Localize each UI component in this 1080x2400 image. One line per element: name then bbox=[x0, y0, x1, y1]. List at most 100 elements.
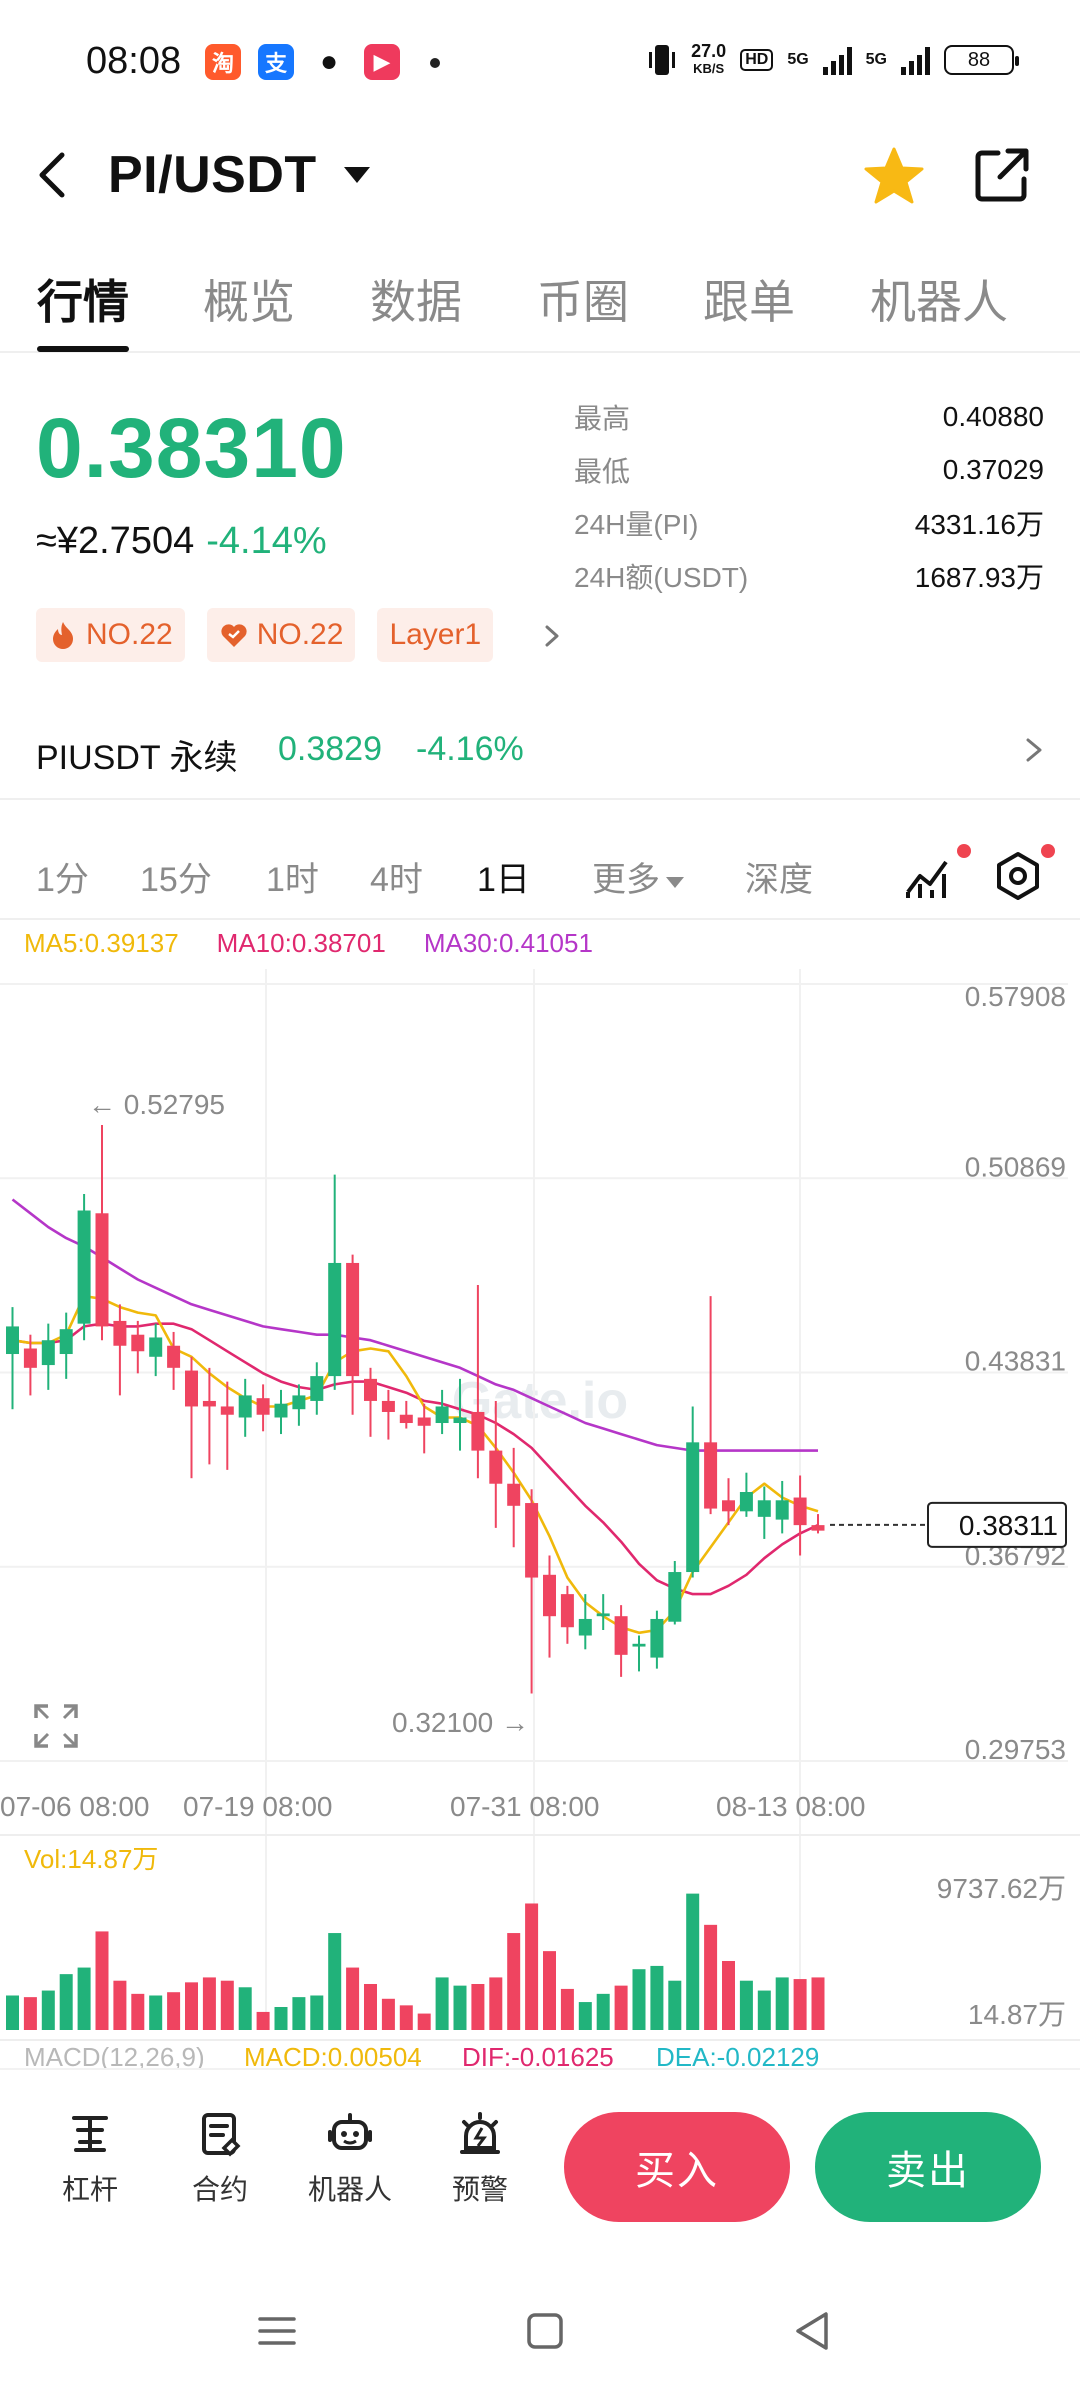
home-square-icon[interactable] bbox=[520, 2306, 570, 2356]
share-icon[interactable] bbox=[970, 143, 1034, 207]
pair-title[interactable]: PI/USDT bbox=[108, 146, 317, 204]
volume-bar bbox=[238, 1987, 252, 2030]
tag-list: NO.22 NO.22 Layer1 bbox=[36, 608, 494, 662]
page-header: PI/USDT bbox=[0, 125, 1080, 225]
tab-data[interactable]: 数据 bbox=[370, 276, 462, 328]
candle-body bbox=[149, 1337, 163, 1357]
back-triangle-icon[interactable] bbox=[788, 2306, 838, 2356]
candle-body bbox=[167, 1345, 181, 1368]
alarm-button[interactable]: 预警 bbox=[430, 2110, 530, 2208]
timeframe-15m[interactable]: 15分 bbox=[140, 861, 212, 899]
signal-icon bbox=[822, 45, 852, 75]
volume-bar bbox=[811, 1977, 825, 2030]
volume-bar bbox=[650, 1965, 664, 2030]
status-time: 08:08 bbox=[86, 40, 182, 82]
candle-body bbox=[739, 1492, 753, 1512]
volume-axis-top: 9737.62万 bbox=[937, 1873, 1066, 1904]
indicator-icon[interactable] bbox=[900, 848, 956, 904]
volume-bar bbox=[560, 1988, 574, 2030]
tab-circle[interactable]: 币圈 bbox=[537, 276, 629, 328]
candle-body bbox=[489, 1450, 503, 1484]
candle-body bbox=[435, 1406, 449, 1424]
perpetual-row[interactable]: PIUSDT 永续 0.3829 -4.16% bbox=[0, 700, 1080, 800]
candle-body bbox=[185, 1370, 198, 1407]
volume-bar bbox=[453, 1985, 467, 2030]
chevron-right-icon[interactable] bbox=[540, 622, 564, 650]
perpetual-name: PIUSDT 永续 bbox=[36, 739, 238, 777]
caret-down-icon[interactable] bbox=[344, 167, 370, 183]
price-cny-line: ≈¥2.7504 -4.14% bbox=[36, 520, 327, 563]
tab-bots[interactable]: 机器人 bbox=[870, 276, 1008, 328]
candle-body bbox=[704, 1442, 718, 1509]
candle-body bbox=[578, 1618, 592, 1636]
candle-body bbox=[543, 1574, 556, 1617]
volume-axis-bottom: 14.87万 bbox=[968, 1999, 1066, 2030]
depth-tab[interactable]: 深度 bbox=[745, 861, 813, 899]
status-bar: 08:08 淘 支 ● ▶ 27.0 KB/S HD 5G 5G 88 bbox=[0, 0, 1080, 125]
volume-bar bbox=[202, 1977, 216, 2030]
menu-icon[interactable] bbox=[252, 2306, 302, 2356]
perpetual-price: 0.3829 bbox=[278, 730, 382, 768]
dea-value: DEA:-0.02129 bbox=[656, 2042, 819, 2068]
candle-body bbox=[328, 1262, 342, 1377]
timeframe-more[interactable]: 更多 bbox=[592, 852, 684, 901]
tab-overview[interactable]: 概览 bbox=[203, 276, 295, 328]
stat-low: 最低 0.37029 bbox=[574, 453, 1044, 487]
price-cny: ≈¥2.7504 bbox=[36, 520, 195, 562]
timeframe-1d[interactable]: 1日 bbox=[477, 861, 530, 899]
timeframe-4h[interactable]: 4时 bbox=[370, 861, 423, 899]
tag-layer1[interactable]: Layer1 bbox=[377, 608, 494, 662]
candle-body bbox=[95, 1213, 109, 1327]
volume-bar bbox=[95, 1931, 109, 2030]
candle-body bbox=[632, 1643, 646, 1647]
leverage-button[interactable]: 杠杆 bbox=[40, 2110, 140, 2208]
candle-body bbox=[41, 1340, 55, 1366]
timeframe-1h[interactable]: 1时 bbox=[266, 861, 319, 899]
tab-bar: 行情 概览 数据 币圈 跟单 机器人 bbox=[0, 258, 1080, 353]
candle-body bbox=[220, 1406, 234, 1415]
ma5-line bbox=[12, 1294, 819, 1635]
candle-body bbox=[364, 1378, 377, 1401]
y-tick-label: 0.29753 bbox=[965, 1734, 1066, 1765]
robot-icon bbox=[328, 2113, 372, 2150]
tag-favorite-rank[interactable]: NO.22 bbox=[206, 608, 356, 662]
network-speed: 27.0 KB/S bbox=[691, 41, 727, 76]
volume-bar bbox=[775, 1977, 789, 2030]
heart-icon bbox=[221, 624, 247, 647]
robot-button[interactable]: 机器人 bbox=[300, 2110, 400, 2208]
kline-chart[interactable]: Gate.io 0.579080.508690.438310.367920.29… bbox=[0, 960, 1080, 2068]
volume-bar bbox=[668, 1980, 682, 2030]
buy-button[interactable]: 买入 bbox=[564, 2112, 790, 2222]
volume-bar bbox=[739, 1980, 753, 2030]
settings-hexagon-icon[interactable] bbox=[990, 848, 1046, 904]
back-arrow-icon[interactable] bbox=[30, 145, 80, 205]
candle-body bbox=[507, 1483, 521, 1506]
status-indicators: 27.0 KB/S HD 5G 5G 88 bbox=[647, 40, 1019, 80]
volume-bar bbox=[41, 1990, 55, 2030]
system-nav-bar bbox=[0, 2258, 1080, 2400]
tab-copy-trading[interactable]: 跟单 bbox=[703, 276, 795, 328]
hd-badge: HD bbox=[740, 49, 774, 71]
volume-bar bbox=[256, 2011, 270, 2030]
fullscreen-icon[interactable] bbox=[34, 1704, 78, 1748]
favorite-star-icon[interactable] bbox=[860, 143, 928, 211]
candle-body bbox=[399, 1414, 413, 1424]
last-price-box bbox=[927, 1501, 1067, 1548]
candle-body bbox=[238, 1395, 252, 1418]
volume-bar bbox=[722, 1960, 735, 2030]
x-tick-label: 07-06 08:00 bbox=[0, 1791, 149, 1822]
timeframe-1m[interactable]: 1分 bbox=[36, 861, 89, 899]
contract-button[interactable]: 合约 bbox=[170, 2110, 270, 2208]
candle-body bbox=[686, 1442, 700, 1573]
volume-bar bbox=[525, 1903, 539, 2030]
volume-bar bbox=[489, 1977, 503, 2030]
wechat-notification-icon: ● bbox=[311, 44, 347, 80]
sell-button[interactable]: 卖出 bbox=[815, 2112, 1041, 2222]
alipay-notification-icon: 支 bbox=[258, 44, 294, 80]
tag-hot-rank[interactable]: NO.22 bbox=[36, 608, 185, 662]
candle-body bbox=[346, 1262, 360, 1377]
tab-market[interactable]: 行情 bbox=[37, 276, 129, 328]
candle-body bbox=[596, 1613, 610, 1617]
caret-down-icon bbox=[666, 876, 684, 888]
last-price-tag: 0.38311 bbox=[959, 1510, 1058, 1541]
